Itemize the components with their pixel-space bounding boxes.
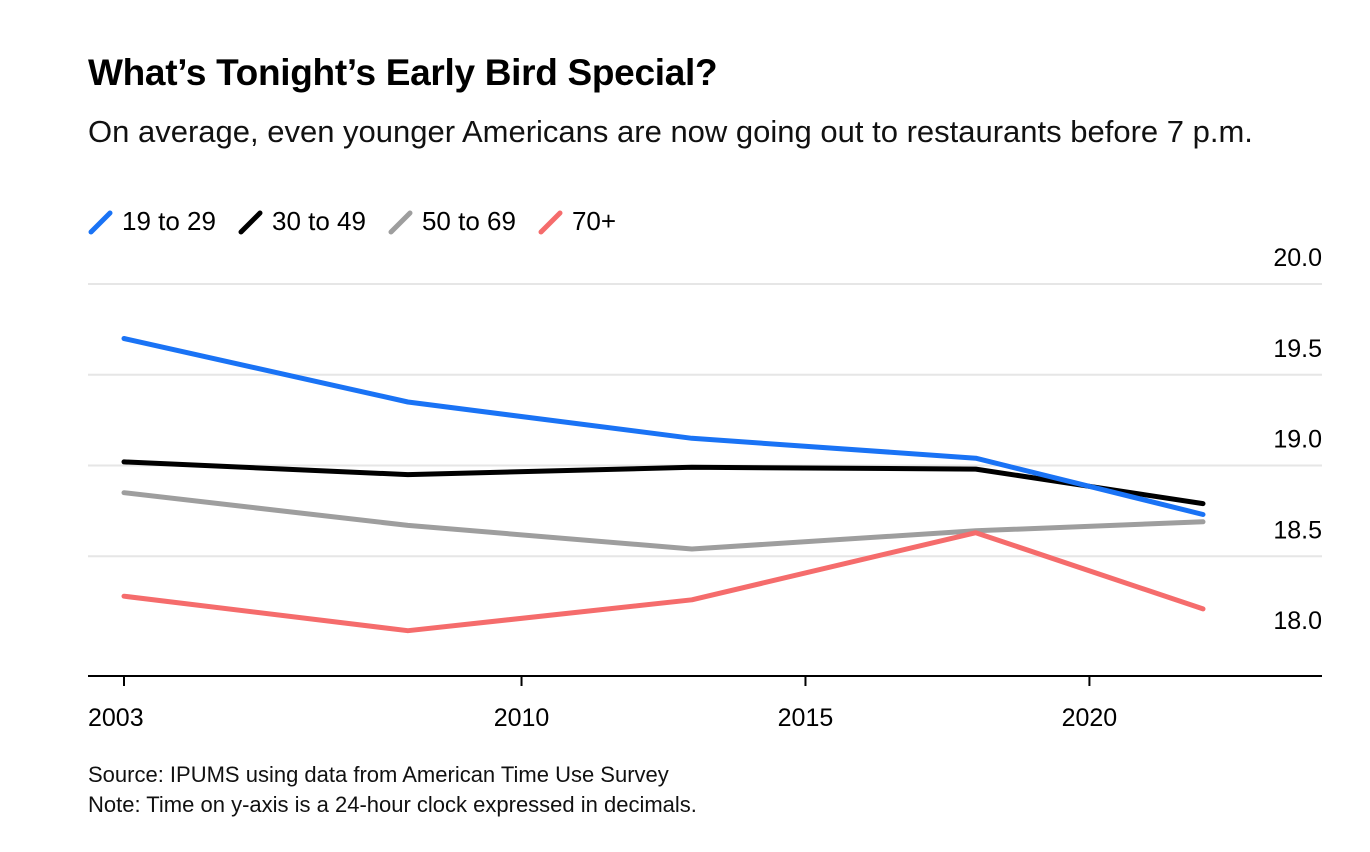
legend-swatch xyxy=(238,210,263,235)
chart-legend: 19 to 29 30 to 49 50 to 69 70+ xyxy=(88,203,638,239)
legend-swatch xyxy=(88,210,113,235)
y-tick-label: 18.5 xyxy=(1273,516,1322,544)
legend-item: 70+ xyxy=(538,205,616,237)
series-line-1 xyxy=(121,459,1206,507)
source-note: Source: IPUMS using data from American T… xyxy=(88,762,669,787)
legend-label: 30 to 49 xyxy=(271,205,366,236)
footnote: Note: Time on y-axis is a 24-hour clock … xyxy=(88,792,697,817)
chart-title: What’s Tonight’s Early Bird Special? xyxy=(88,52,718,93)
x-tick-label: 2003 xyxy=(88,704,144,732)
legend-item: 50 to 69 xyxy=(388,205,516,237)
chart-notes: Source: IPUMS using data from American T… xyxy=(88,760,697,820)
legend-swatch xyxy=(538,210,563,235)
x-tick-label: 2010 xyxy=(494,704,550,732)
x-tick-label: 2020 xyxy=(1062,704,1118,732)
series-line-0 xyxy=(121,336,1206,517)
legend-label: 70+ xyxy=(571,205,617,236)
y-tick-label: 18.0 xyxy=(1273,607,1322,635)
legend-label: 19 to 29 xyxy=(122,205,216,236)
x-tick-label: 2015 xyxy=(778,704,834,732)
series-line-2 xyxy=(121,490,1206,552)
legend-label: 50 to 69 xyxy=(421,205,516,236)
series-line-3 xyxy=(121,530,1206,634)
y-tick-label: 20.0 xyxy=(1273,244,1322,272)
y-tick-label: 19.5 xyxy=(1273,335,1322,363)
y-tick-label: 19.0 xyxy=(1273,426,1322,454)
legend-item: 30 to 49 xyxy=(238,205,366,237)
legend-swatch xyxy=(388,210,413,235)
legend-item: 19 to 29 xyxy=(88,205,216,237)
chart-subtitle: On average, even younger Americans are n… xyxy=(88,114,1253,149)
